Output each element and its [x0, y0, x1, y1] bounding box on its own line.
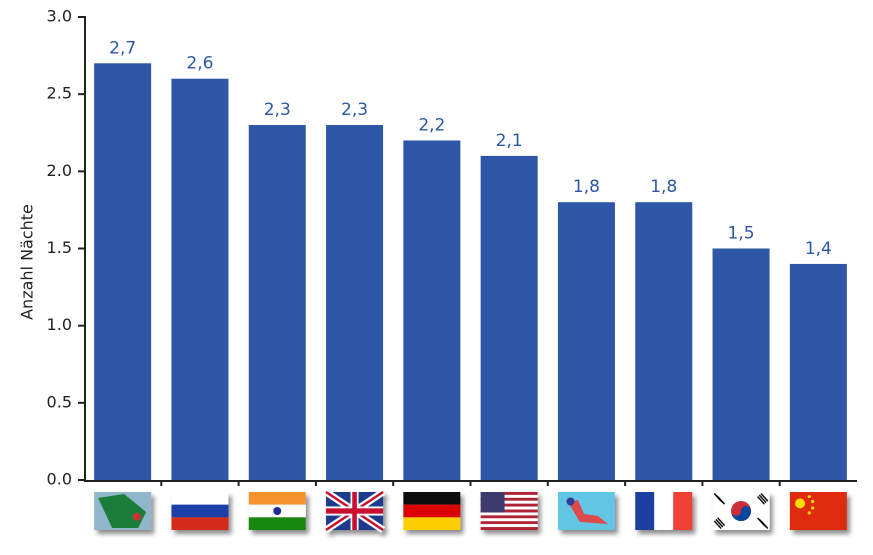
flag-part	[715, 518, 724, 528]
y-tick-label: 1.0	[47, 315, 72, 334]
flag-icon	[324, 489, 385, 533]
flag-part	[557, 492, 615, 530]
flag-part	[132, 512, 141, 521]
flag-part	[171, 517, 229, 530]
flag-part	[789, 492, 847, 530]
flag-part	[480, 492, 505, 513]
bar	[171, 78, 229, 480]
value-label: 1,4	[805, 239, 832, 259]
flag-part	[480, 521, 538, 525]
bar	[557, 202, 615, 480]
flag-part	[567, 500, 608, 524]
value-label: 2,3	[341, 100, 368, 120]
bar	[789, 263, 847, 480]
flag-part	[352, 492, 357, 530]
flag-part	[807, 511, 811, 515]
flag-part	[811, 499, 815, 504]
flag-part	[403, 492, 461, 505]
y-tick-label: 2.0	[47, 161, 72, 180]
flag-part	[480, 512, 538, 516]
value-label: 2,3	[264, 100, 291, 120]
flag-part	[403, 504, 461, 518]
flag-icon	[403, 492, 461, 530]
flag-part	[566, 497, 575, 506]
flag-icon	[94, 492, 152, 530]
flag-part	[807, 494, 811, 499]
flag-part	[248, 517, 306, 530]
flag-part	[480, 506, 538, 510]
flag-part	[480, 492, 538, 495]
bar	[712, 248, 770, 480]
flag-part	[480, 503, 538, 507]
bar	[480, 155, 538, 480]
flag-part	[760, 493, 769, 502]
flag-part	[673, 492, 693, 530]
flag-part	[171, 492, 229, 505]
flag-part	[480, 524, 538, 528]
value-label: 1,8	[650, 177, 677, 197]
bar	[326, 125, 384, 481]
flag-part	[811, 506, 815, 510]
flag-part	[757, 496, 765, 505]
flag-part	[480, 494, 538, 498]
flag-part	[717, 517, 726, 526]
flag-part	[248, 492, 306, 505]
flag-part	[480, 527, 538, 530]
flag-icon	[712, 492, 770, 530]
flag-icon	[789, 492, 847, 530]
flag-part	[717, 496, 726, 505]
flag-part	[480, 518, 538, 522]
flag-part	[795, 498, 806, 509]
value-label: 1,8	[573, 177, 600, 197]
value-label: 2,7	[109, 38, 136, 58]
y-axis-label: Anzahl Nächte	[18, 204, 37, 320]
y-tick-label: 1.5	[47, 238, 72, 257]
flag-part	[760, 520, 769, 529]
flag-part	[403, 517, 461, 530]
flag-part	[480, 500, 538, 504]
flag-part	[758, 494, 767, 504]
flag-icon	[557, 492, 615, 530]
bar	[248, 125, 306, 481]
flag-icon	[635, 492, 693, 530]
flag-part	[654, 492, 674, 530]
flag-part	[480, 515, 538, 519]
bar	[635, 202, 693, 480]
y-tick-label: 2.5	[47, 84, 72, 103]
flag-part	[713, 520, 722, 529]
y-tick-label: 0.0	[47, 470, 72, 489]
flag-part	[480, 497, 538, 501]
flag-part	[171, 504, 229, 518]
bar	[94, 63, 152, 481]
y-tick-label: 0.5	[47, 392, 72, 411]
flag-icon	[480, 492, 538, 530]
value-label: 2,6	[186, 54, 213, 74]
bar	[403, 140, 461, 480]
flag-icon	[248, 492, 306, 530]
flag-part	[731, 506, 752, 521]
y-tick-label: 3.0	[47, 7, 72, 26]
flag-part	[635, 492, 655, 530]
value-label: 2,2	[418, 115, 445, 135]
flag-part	[480, 509, 538, 513]
flag-part	[273, 507, 282, 515]
value-label: 2,1	[496, 131, 523, 151]
flag-icon	[171, 492, 229, 530]
value-label: 1,5	[728, 224, 755, 244]
